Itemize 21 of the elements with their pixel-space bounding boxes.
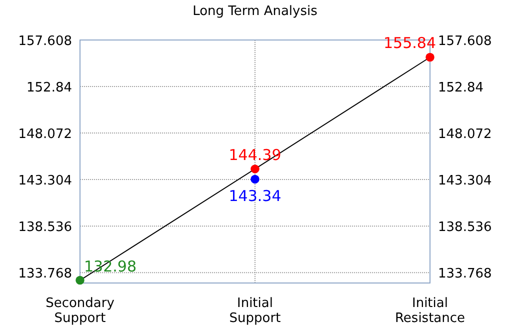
x-tick-label: Secondary Support xyxy=(46,296,115,326)
y2-tick-label: 152.84 xyxy=(438,80,484,96)
data-label: 155.84 xyxy=(384,34,436,52)
point xyxy=(76,276,84,285)
x-tick-label: Initial Support xyxy=(229,296,281,326)
y-tick-label: 152.84 xyxy=(26,80,72,96)
data-label: 143.34 xyxy=(228,187,282,206)
y2-tick-label: 148.072 xyxy=(438,127,492,142)
point xyxy=(250,164,260,174)
y2-tick-label: 143.304 xyxy=(438,174,492,189)
y-tick-label: 143.304 xyxy=(18,174,72,189)
x-tick-label: Initial Resistance xyxy=(394,296,466,326)
y-tick-label: 157.608 xyxy=(18,34,72,49)
y-tick-label: 148.072 xyxy=(18,127,72,142)
y-tick-label: 133.768 xyxy=(18,266,72,282)
point xyxy=(426,52,434,62)
y2-tick-label: 133.768 xyxy=(438,266,492,282)
y2-tick-label: 138.536 xyxy=(438,220,492,236)
y-tick-label: 138.536 xyxy=(18,220,72,236)
chart-title: Long Term Analysis xyxy=(192,4,318,19)
y2-tick-label: 157.608 xyxy=(438,34,492,49)
